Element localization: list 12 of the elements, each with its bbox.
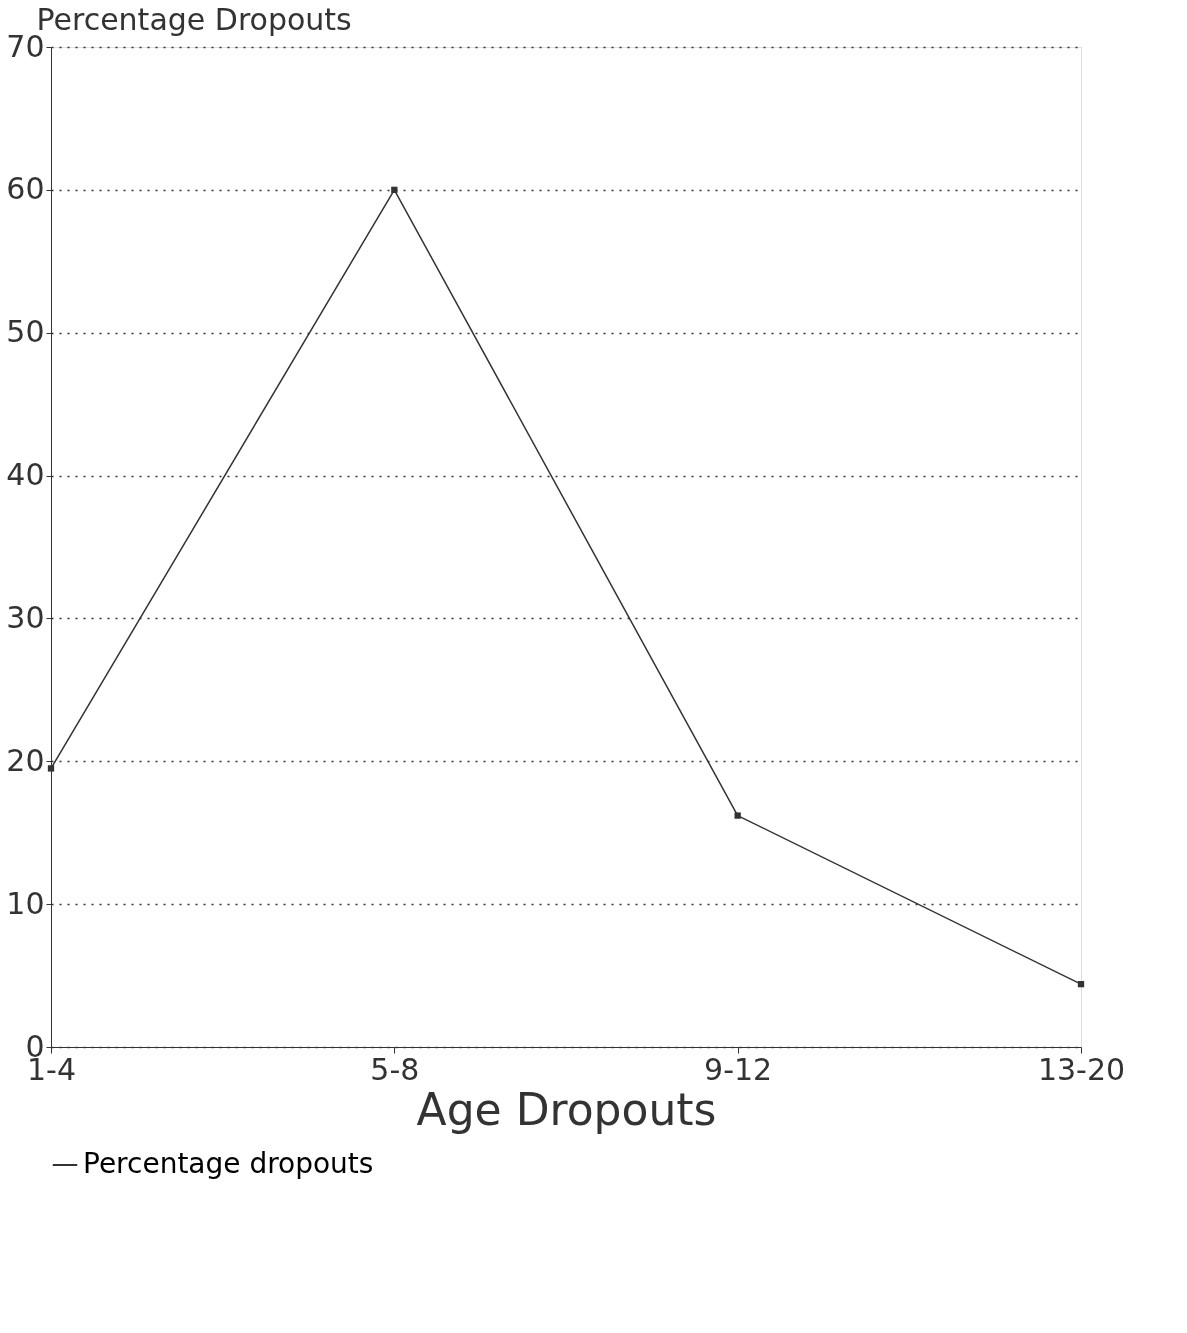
y-tick-label: 30 bbox=[6, 599, 45, 635]
y-tick-label: 20 bbox=[6, 742, 45, 778]
y-tick-label: 10 bbox=[6, 885, 45, 921]
legend-label: Percentage dropouts bbox=[83, 1147, 374, 1180]
point bbox=[1077, 980, 1085, 988]
point bbox=[47, 765, 55, 772]
point bbox=[734, 812, 741, 819]
y-tick-label: 40 bbox=[6, 457, 45, 493]
y-tick-label: 60 bbox=[6, 171, 45, 207]
point bbox=[391, 186, 398, 194]
y-tick-label: 50 bbox=[6, 314, 45, 350]
x-tick-label: 13-20 bbox=[1037, 1051, 1126, 1087]
